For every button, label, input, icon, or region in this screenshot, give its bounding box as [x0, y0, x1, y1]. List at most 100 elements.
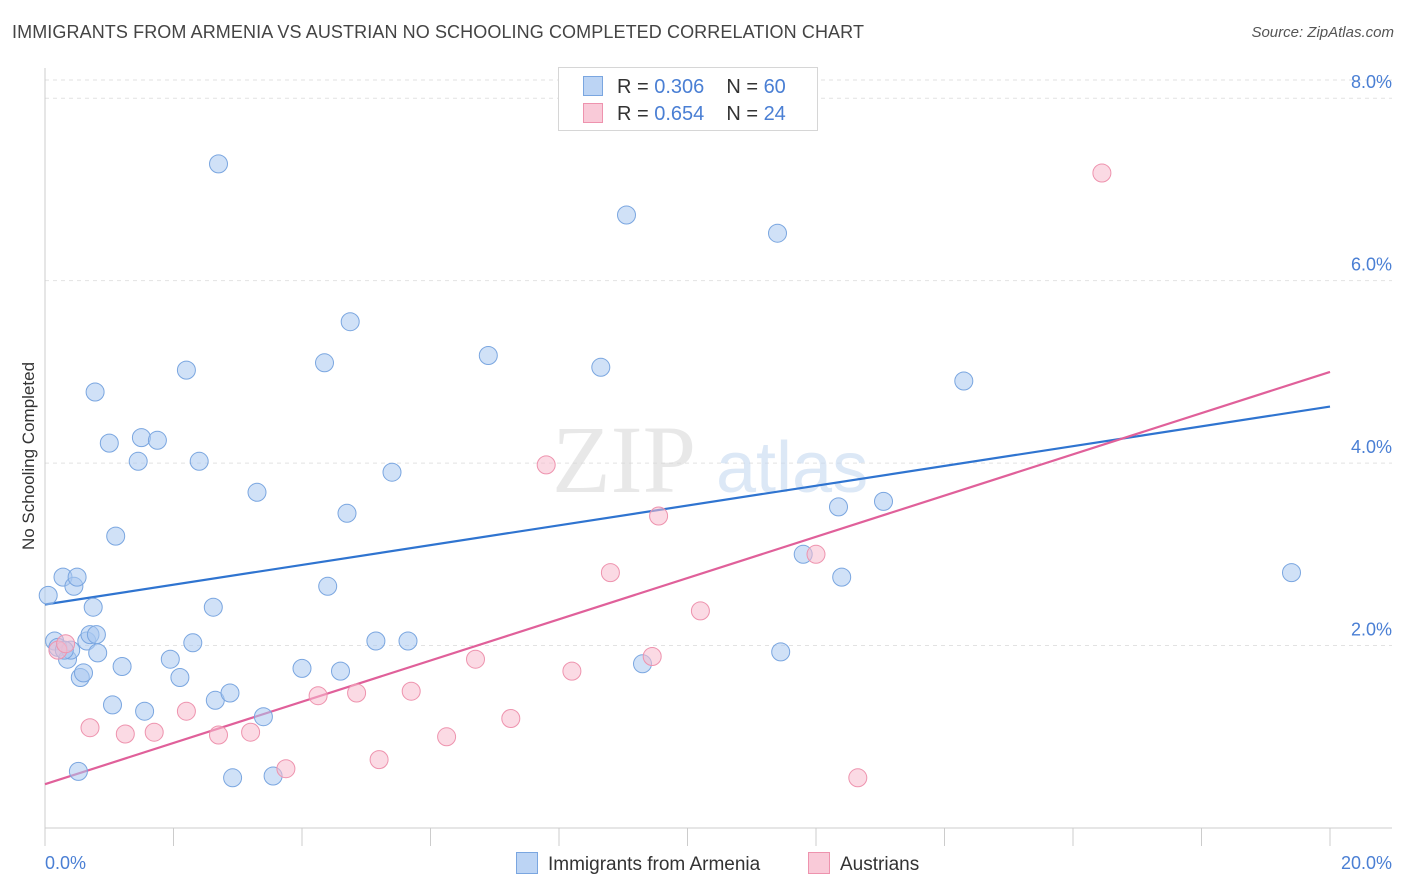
- point-armenia: [382, 462, 402, 482]
- y-tick-label: 8.0%: [1351, 72, 1392, 92]
- point-austrians: [276, 759, 296, 779]
- legend-n-label: N =: [726, 76, 764, 98]
- point-armenia: [203, 597, 223, 617]
- point-austrians: [209, 725, 228, 745]
- point-austrians: [562, 661, 582, 681]
- point-armenia: [135, 701, 155, 721]
- legend-r-label: R =: [617, 76, 655, 98]
- point-armenia: [147, 430, 167, 450]
- point-armenia: [189, 451, 209, 471]
- point-armenia: [292, 658, 312, 678]
- point-austrians: [1092, 163, 1112, 183]
- point-armenia: [954, 371, 974, 391]
- point-armenia: [223, 768, 243, 788]
- chart-title: IMMIGRANTS FROM ARMENIA VS AUSTRIAN NO S…: [12, 22, 865, 42]
- point-austrians: [642, 647, 662, 666]
- point-austrians: [437, 727, 457, 747]
- point-austrians: [848, 768, 868, 788]
- x-tick-label: 20.0%: [1341, 853, 1392, 873]
- point-austrians: [649, 506, 669, 526]
- point-armenia: [183, 633, 203, 653]
- point-armenia: [366, 631, 386, 651]
- series-swatch-pink: [808, 852, 830, 874]
- series-legend-austrians: Austrians: [808, 852, 919, 876]
- point-armenia: [315, 353, 334, 373]
- watermark-atlas: atlas: [716, 428, 868, 508]
- point-austrians: [401, 681, 421, 701]
- stats-legend: R = 0.306 N = 60 R = 0.654 N = 24: [558, 67, 818, 131]
- point-armenia: [99, 433, 119, 453]
- point-austrians: [536, 455, 556, 475]
- point-austrians: [241, 722, 261, 742]
- point-armenia: [340, 312, 360, 332]
- series-legend-armenia: Immigrants from Armenia: [516, 852, 760, 876]
- point-armenia: [38, 585, 58, 605]
- point-armenia: [617, 205, 636, 225]
- point-armenia: [88, 643, 108, 663]
- legend-swatch-blue: [583, 76, 603, 96]
- point-austrians: [80, 718, 100, 738]
- point-armenia: [247, 482, 267, 502]
- legend-row-armenia: R = 0.306 N = 60: [583, 76, 786, 102]
- y-tick-label: 6.0%: [1351, 255, 1392, 275]
- legend-r-value: 0.306: [654, 76, 705, 98]
- point-austrians: [308, 686, 328, 706]
- x-tick-label: 0.0%: [45, 853, 86, 873]
- point-armenia: [67, 567, 87, 587]
- point-armenia: [128, 451, 148, 471]
- point-armenia: [874, 491, 893, 511]
- point-austrians: [600, 563, 620, 583]
- point-austrians: [115, 724, 135, 744]
- point-armenia: [331, 661, 350, 681]
- y-axis-title: No Schooling Completed: [19, 362, 38, 550]
- point-armenia: [83, 597, 103, 617]
- point-armenia: [318, 576, 338, 596]
- point-armenia: [209, 154, 228, 174]
- y-tick-label: 2.0%: [1351, 620, 1392, 640]
- y-tick-label: 4.0%: [1351, 437, 1392, 457]
- source-credit: Source: ZipAtlas.com: [1251, 24, 1394, 41]
- point-armenia: [768, 223, 787, 243]
- point-austrians: [501, 709, 521, 728]
- legend-r-value: 0.654: [654, 103, 705, 125]
- point-armenia: [176, 360, 196, 380]
- point-armenia: [398, 631, 418, 651]
- point-austrians: [690, 601, 710, 621]
- point-austrians: [369, 750, 389, 770]
- point-austrians: [176, 701, 196, 721]
- point-armenia: [85, 382, 105, 402]
- grid-lines: [45, 79, 1392, 647]
- point-armenia: [74, 663, 93, 683]
- legend-swatch-pink: [583, 103, 603, 123]
- point-armenia: [337, 503, 357, 523]
- point-armenia: [170, 668, 190, 687]
- point-austrians: [56, 634, 76, 654]
- series-swatch-blue: [516, 852, 538, 874]
- series-name-armenia: Immigrants from Armenia: [548, 854, 761, 875]
- watermark-zip: ZIP: [552, 406, 696, 513]
- point-armenia: [86, 625, 106, 645]
- point-armenia: [68, 761, 88, 781]
- point-armenia: [131, 428, 151, 448]
- point-armenia: [832, 567, 852, 587]
- tick-labels: 2.0% 4.0% 6.0% 8.0% 0.0% 20.0%: [45, 72, 1392, 873]
- data-points: [38, 154, 1301, 788]
- legend-r-label: R =: [617, 103, 655, 125]
- point-armenia: [253, 707, 273, 727]
- point-armenia: [1282, 563, 1301, 583]
- point-armenia: [829, 497, 848, 517]
- point-armenia: [106, 526, 126, 546]
- point-armenia: [478, 346, 498, 365]
- point-armenia: [771, 642, 791, 662]
- axes: [44, 68, 1392, 846]
- point-armenia: [220, 683, 240, 703]
- point-armenia: [591, 357, 611, 377]
- legend-n-label: N =: [726, 103, 764, 125]
- point-austrians: [466, 649, 485, 669]
- point-austrians: [347, 683, 367, 703]
- series-legend: Immigrants from Armenia Austrians: [0, 852, 1406, 878]
- watermark: ZIP atlas: [552, 406, 868, 513]
- legend-n-value: 24: [763, 103, 786, 125]
- series-name-austrians: Austrians: [840, 854, 920, 875]
